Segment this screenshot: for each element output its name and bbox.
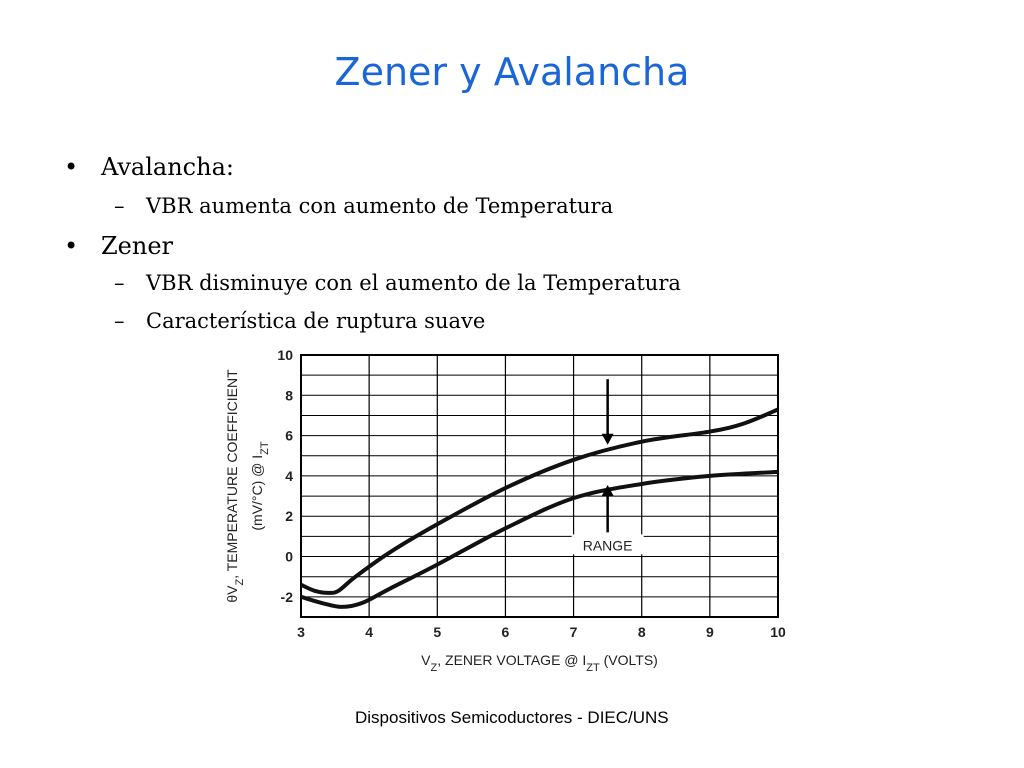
x-tick-label: 7 bbox=[570, 624, 578, 640]
plot-area bbox=[301, 355, 778, 617]
x-tick-label: 3 bbox=[297, 624, 305, 640]
y-axis-label-units: (mV/°C) @ IZT bbox=[249, 441, 271, 531]
x-axis-label: VZ, ZENER VOLTAGE @ IZT (VOLTS) bbox=[421, 652, 658, 674]
range-arrow-bottom-head bbox=[601, 484, 614, 496]
sub-marker: – bbox=[114, 194, 125, 218]
sub-marker: – bbox=[114, 309, 125, 333]
bullet-avalancha: Avalancha: bbox=[101, 153, 234, 181]
x-tick-label: 5 bbox=[433, 624, 441, 640]
range-arrow-top-head bbox=[601, 433, 614, 445]
sub-bullet-avalancha-1: VBR aumenta con aumento de Temperatura bbox=[146, 194, 614, 218]
x-tick-label: 8 bbox=[638, 624, 646, 640]
y-tick-label: 0 bbox=[285, 549, 293, 565]
range-label: RANGE bbox=[583, 537, 633, 553]
x-tick-label: 10 bbox=[770, 624, 786, 640]
bullet-marker: • bbox=[64, 232, 79, 260]
x-tick-label: 4 bbox=[365, 624, 373, 640]
sub-marker: – bbox=[114, 271, 125, 295]
sub-bullet-zener-2: Característica de ruptura suave bbox=[146, 309, 486, 333]
sub-bullet-zener-1: VBR disminuye con el aumento de la Tempe… bbox=[146, 271, 681, 295]
y-tick-label: -2 bbox=[281, 589, 294, 605]
bullet-marker: • bbox=[64, 153, 79, 181]
bullet-list: • Avalancha: – VBR aumenta con aumento d… bbox=[0, 0, 1024, 360]
y-tick-label: 8 bbox=[285, 387, 293, 403]
y-tick-label: 4 bbox=[285, 468, 293, 484]
range-label-background bbox=[571, 534, 644, 555]
temperature-coefficient-chart: 3 4 5 6 7 8 9 10 10 8 6 4 2 0 -2 VZ, ZENER VOLTAGE @ IZ… bbox=[224, 347, 786, 674]
footer-text: Dispositivos Semicoductores - DIEC/UNS bbox=[355, 708, 669, 727]
x-tick-label: 6 bbox=[502, 624, 510, 640]
plot-frame bbox=[300, 354, 779, 618]
y-tick-label: 6 bbox=[285, 428, 293, 444]
y-tick-label: 10 bbox=[277, 347, 293, 363]
upper-range-curve bbox=[301, 407, 778, 595]
slide-title: Zener y Avalancha bbox=[334, 50, 690, 94]
lower-range-curve bbox=[301, 469, 778, 609]
bullet-zener: Zener bbox=[101, 232, 174, 260]
y-axis-label: θVZ, TEMPERATURE COEFFICIENT bbox=[224, 369, 246, 603]
x-tick-label: 9 bbox=[706, 624, 714, 640]
y-tick-label: 2 bbox=[285, 508, 293, 524]
